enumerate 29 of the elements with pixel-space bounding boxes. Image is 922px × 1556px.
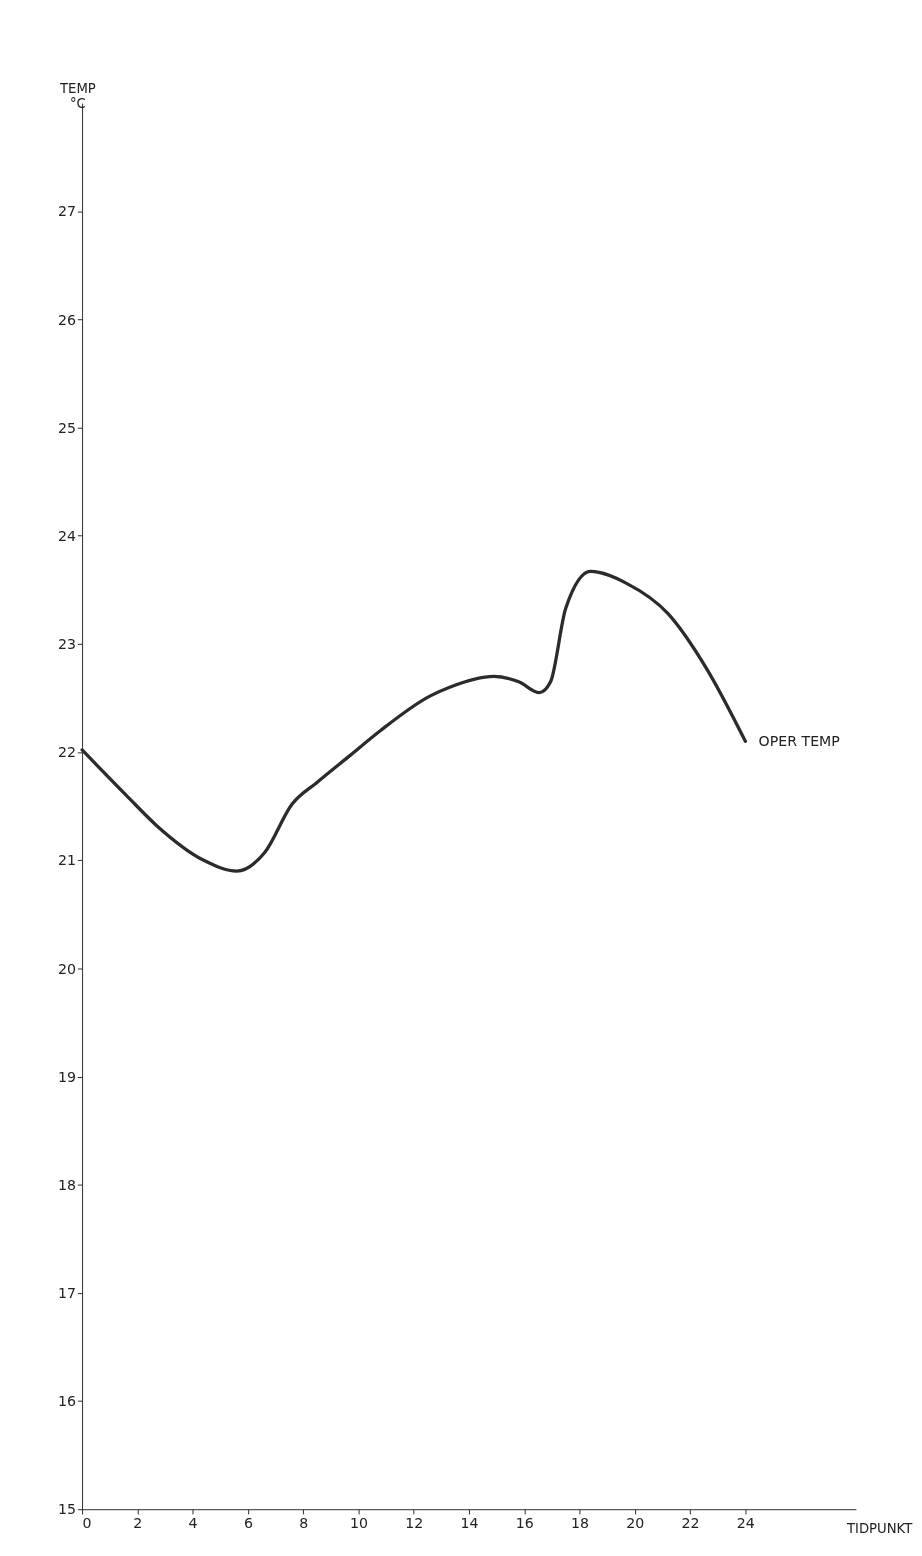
x-tick-label: 0 [82, 1514, 92, 1531]
x-tick-label: 2 [133, 1514, 143, 1531]
x-tick-label: 8 [299, 1514, 309, 1531]
y-tick-label: 22 [57, 744, 76, 761]
y-tick-label: 21 [57, 852, 76, 869]
x-tick-label: 22 [681, 1514, 700, 1531]
x-tick-label: 4 [188, 1514, 198, 1531]
y-tick-label: 26 [57, 311, 76, 328]
y-tick-label: 17 [57, 1285, 76, 1302]
x-tick-label: 20 [626, 1514, 645, 1531]
y-axis-title: TEMP °C [58, 81, 96, 112]
y-tick-label: 25 [57, 419, 76, 436]
y-tick-label: 20 [57, 960, 76, 977]
y-tick-label: 16 [57, 1393, 76, 1410]
y-tick-label: 23 [57, 636, 76, 653]
x-axis-title: TIDPUNKT [845, 1521, 914, 1537]
x-tick-label: 18 [571, 1514, 590, 1531]
x-tick-label: 24 [736, 1514, 755, 1531]
y-tick-label: 19 [57, 1068, 76, 1085]
y-tick-label: 15 [57, 1501, 76, 1518]
x-tick-label: 14 [460, 1514, 479, 1531]
y-tick-label: 24 [57, 527, 76, 544]
x-tick-label: 12 [405, 1514, 424, 1531]
x-tick-label: 10 [349, 1514, 368, 1531]
x-tick-label: 6 [243, 1514, 253, 1531]
y-tick-label: 18 [57, 1176, 76, 1193]
series-label: OPER TEMP [758, 733, 841, 749]
x-tick-label: 16 [515, 1514, 534, 1531]
y-tick-label: 27 [57, 203, 76, 220]
